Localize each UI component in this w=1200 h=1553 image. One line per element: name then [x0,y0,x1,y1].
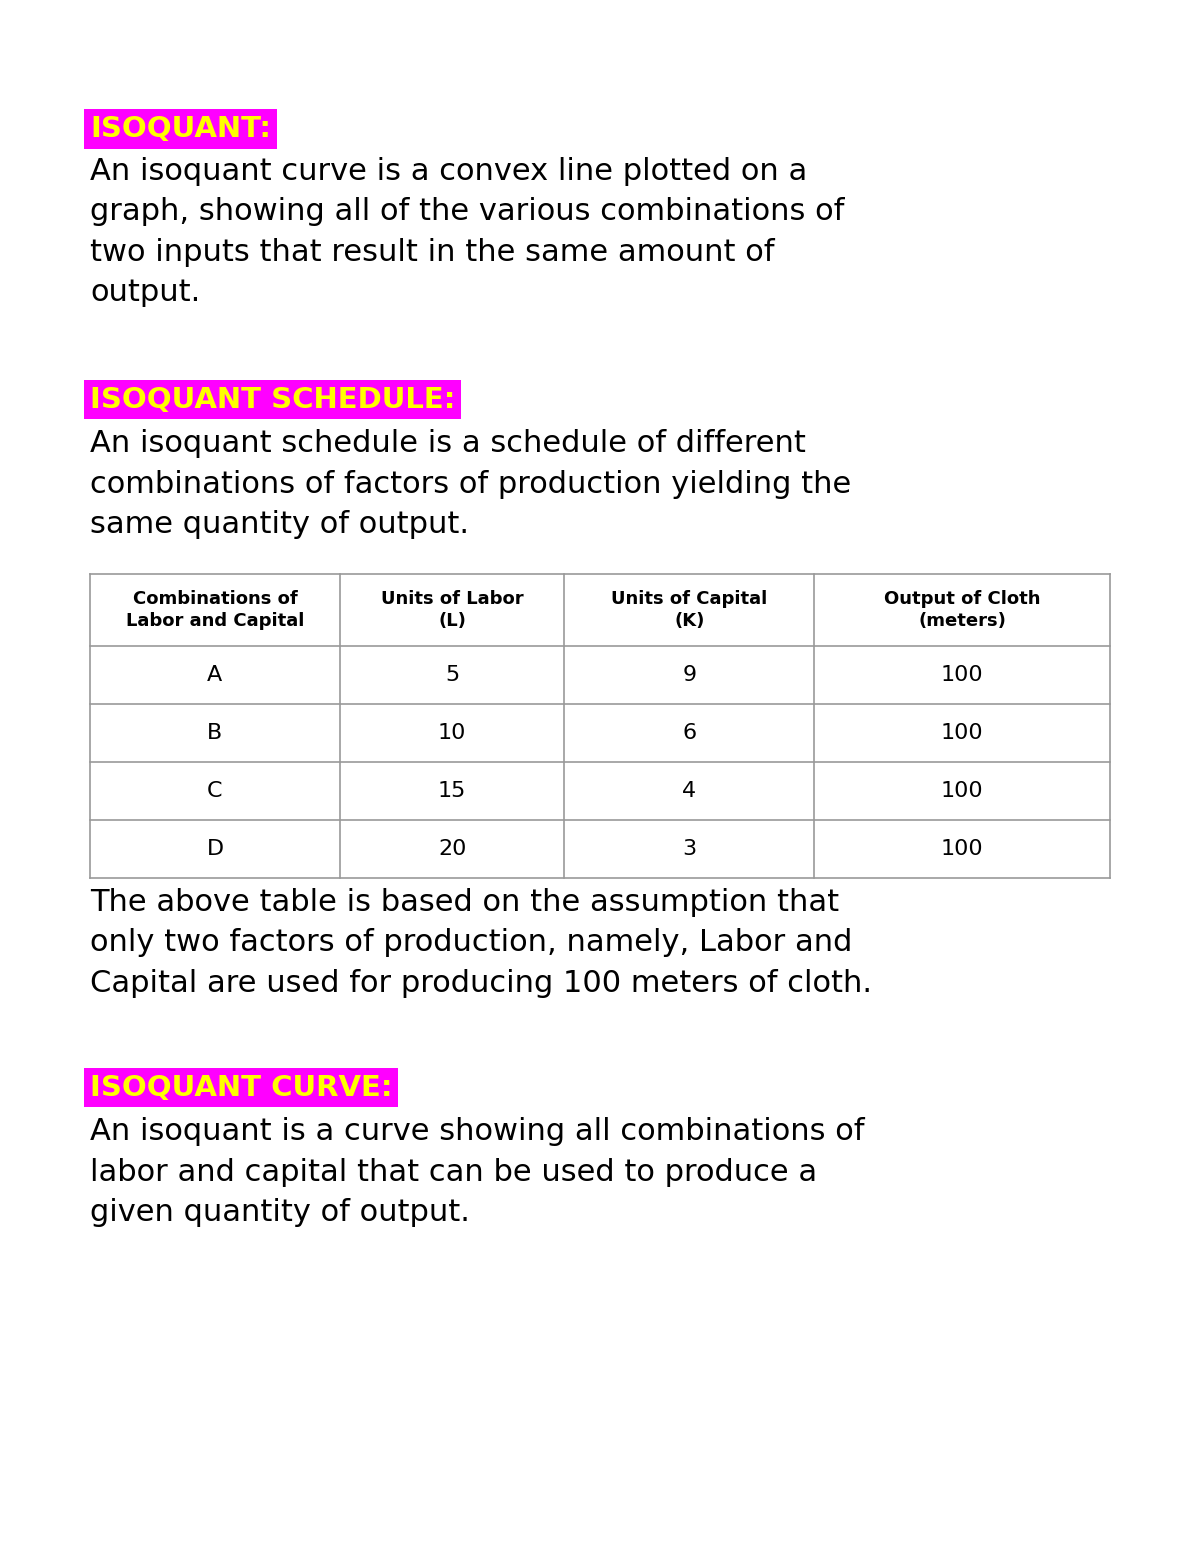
Text: An isoquant is a curve showing all combinations of
labor and capital that can be: An isoquant is a curve showing all combi… [90,1117,864,1227]
Text: Units of Capital
(K): Units of Capital (K) [611,590,767,631]
Text: 100: 100 [941,839,984,859]
Text: 20: 20 [438,839,467,859]
Text: ISOQUANT:: ISOQUANT: [90,115,271,143]
Text: C: C [208,781,223,801]
Text: B: B [208,724,222,742]
Text: ISOQUANT CURVE:: ISOQUANT CURVE: [90,1073,392,1101]
Text: 6: 6 [682,724,696,742]
Text: 100: 100 [941,724,984,742]
Text: 3: 3 [682,839,696,859]
Text: 100: 100 [941,665,984,685]
Text: 15: 15 [438,781,467,801]
Text: 100: 100 [941,781,984,801]
Text: 9: 9 [682,665,696,685]
Text: ISOQUANT SCHEDULE:: ISOQUANT SCHEDULE: [90,385,455,413]
Text: Output of Cloth
(meters): Output of Cloth (meters) [884,590,1040,631]
Text: Combinations of
Labor and Capital: Combinations of Labor and Capital [126,590,304,631]
Text: The above table is based on the assumption that
only two factors of production, : The above table is based on the assumpti… [90,888,872,999]
Text: 4: 4 [682,781,696,801]
Text: An isoquant curve is a convex line plotted on a
graph, showing all of the variou: An isoquant curve is a convex line plott… [90,157,845,307]
Text: 5: 5 [445,665,460,685]
Text: D: D [206,839,223,859]
Text: An isoquant schedule is a schedule of different
combinations of factors of produ: An isoquant schedule is a schedule of di… [90,429,851,539]
Text: A: A [208,665,222,685]
Text: Units of Labor
(L): Units of Labor (L) [380,590,523,631]
Text: 10: 10 [438,724,467,742]
